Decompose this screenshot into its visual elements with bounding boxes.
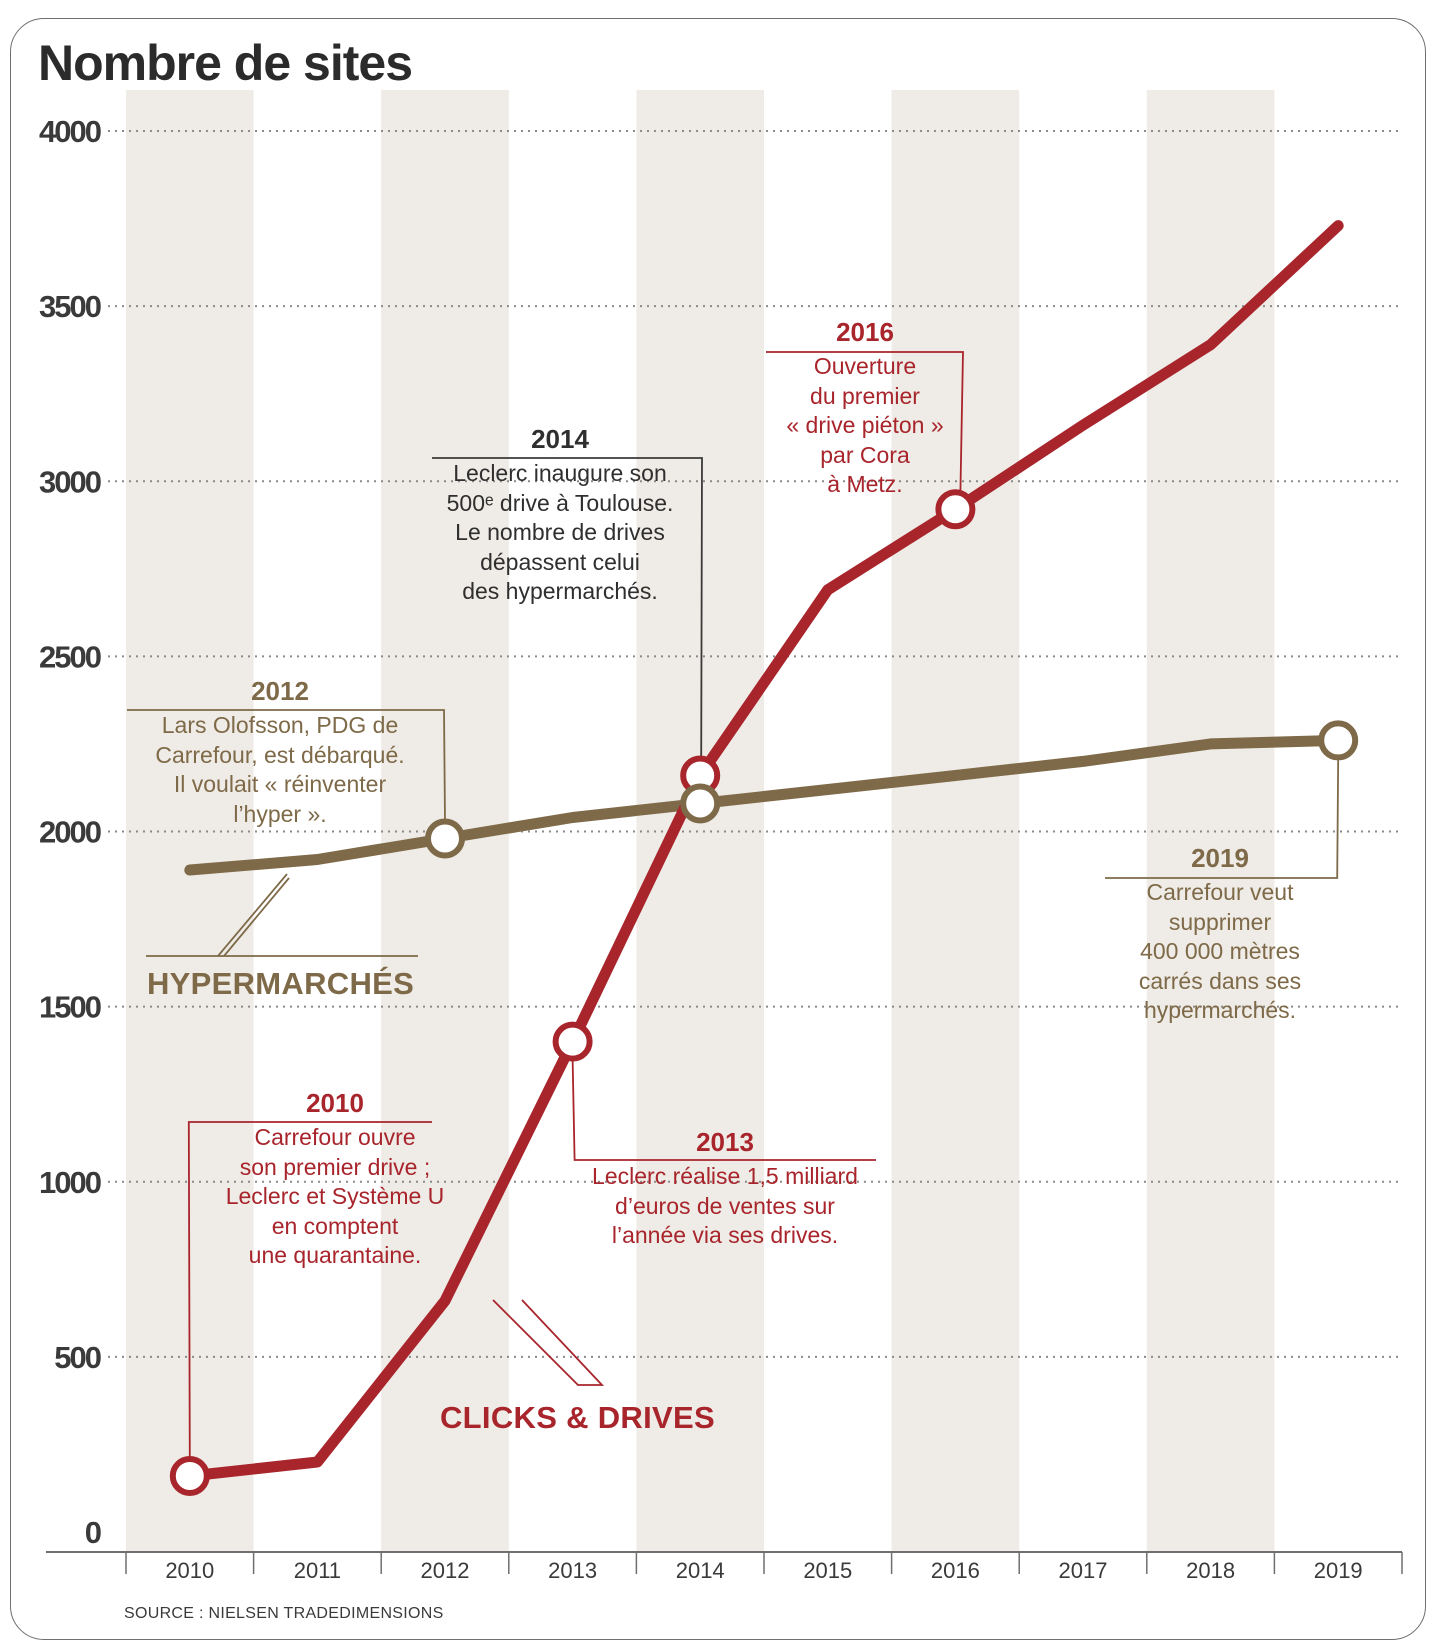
annotation-line: « drive piéton »: [786, 412, 944, 438]
y-tick-label: 4000: [39, 114, 101, 149]
annotation-line: en comptent: [271, 1212, 399, 1239]
annotation-line: Ouverture: [813, 353, 917, 379]
leader-2012: [127, 709, 446, 822]
annotation-line: Leclerc et Système U: [225, 1183, 445, 1209]
annotation-line: Lars Olofsson, PDG de: [161, 712, 399, 738]
annotation-year: 2014: [531, 424, 589, 454]
x-tick-label: 2017: [1059, 1558, 1108, 1583]
x-tick-label: 2016: [931, 1558, 980, 1583]
leader-2014: [432, 457, 703, 759]
x-axis: 2010 2011 2012 2013 2014 2015 2016 2017 2018 2019: [46, 1551, 1403, 1583]
annotation-2014: 2014 Leclerc inaugure son 500ᵉ drive à T…: [420, 419, 700, 607]
marker-1-2013: [552, 1021, 593, 1062]
leader-2019: [1105, 757, 1340, 879]
annotation-line: d’euros de ventes sur: [615, 1192, 835, 1219]
annotation-line: Il voulait « réinventer: [173, 771, 387, 797]
x-tick-label: 2018: [1186, 1558, 1235, 1583]
marker-0-2012: [425, 818, 465, 859]
y-tick-label: 2500: [39, 639, 101, 674]
x-tick-label: 2014: [676, 1558, 725, 1583]
marker-0-2019: [1318, 720, 1359, 761]
annotation-line: supprimer: [1168, 908, 1272, 935]
marker-1-2010: [169, 1455, 210, 1496]
chart-title: Nombre de sites: [38, 35, 413, 91]
annotation-line: 500ᵉ drive à Toulouse.: [446, 489, 674, 516]
annotation-year: 2019: [1191, 843, 1249, 873]
gridlines: [108, 130, 1402, 1358]
annotation-line: dépassent celui: [480, 548, 640, 575]
annotation-year: 2016: [836, 317, 894, 347]
x-tick-label: 2010: [165, 1558, 214, 1583]
y-tick-label: 1000: [39, 1165, 101, 1200]
annotation-line: des hypermarchés.: [462, 578, 658, 604]
annotation-line: Carrefour, est débarqué.: [155, 741, 405, 768]
annotation-line: 400 000 mètres: [1140, 938, 1300, 964]
annotation-line: l’année via ses drives.: [611, 1222, 839, 1248]
annotation-2010: 2010 Carrefour ouvre son premier drive ;…: [180, 1083, 490, 1271]
annotation-line: à Metz.: [827, 471, 903, 497]
y-tick-label: 0: [85, 1515, 101, 1550]
annotation-line: une quarantaine.: [248, 1242, 422, 1268]
series-line-1: [184, 220, 1344, 1482]
annotation-year: 2010: [306, 1088, 364, 1118]
y-tick-label: 1500: [39, 990, 101, 1025]
annotation-line: par Cora: [820, 441, 910, 468]
year-stripe-2016: [891, 90, 1020, 1552]
source-note: SOURCE : NIELSEN TRADEDIMENSIONS: [124, 1605, 444, 1622]
annotation-2012: 2012 Lars Olofsson, PDG de Carrefour, es…: [130, 671, 430, 829]
x-tick-label: 2011: [294, 1558, 341, 1583]
x-tick-label: 2013: [548, 1558, 597, 1583]
annotation-line: du premier: [810, 382, 920, 409]
pointer-hypermarches: [146, 873, 418, 957]
y-tick-label: 3000: [39, 464, 101, 499]
y-axis: 0 500 1000 1500 2000 2500 3000 3500 4000: [39, 114, 103, 1550]
annotation-2013: 2013 Leclerc réalise 1,5 milliard d’euro…: [570, 1122, 880, 1251]
annotation-2016: 2016 Ouverture du premier « drive piéton…: [755, 312, 975, 500]
series-label-clicks-drives: CLICKS & DRIVES: [440, 1400, 715, 1435]
year-stripe-2018: [1146, 90, 1275, 1552]
x-tick-label: 2012: [421, 1558, 470, 1583]
year-stripes: [126, 90, 1275, 1552]
annotation-line: l’hyper ».: [233, 800, 327, 827]
annotation-line: Leclerc réalise 1,5 milliard: [592, 1163, 858, 1189]
series-line-0: [184, 734, 1344, 876]
annotation-2019: 2019 Carrefour veut supprimer 400 000 mè…: [1100, 838, 1340, 1026]
y-tick-label: 500: [54, 1340, 100, 1375]
marker-0-2014: [680, 783, 721, 824]
annotation-line: Carrefour ouvre: [254, 1124, 416, 1150]
annotation-line: hypermarchés.: [1143, 997, 1297, 1023]
marker-1-2016: [935, 489, 976, 530]
leader-2010: [187, 1121, 432, 1459]
y-tick-label: 2000: [39, 815, 101, 850]
annotation-line: Le nombre de drives: [455, 519, 665, 545]
x-tick-label: 2019: [1314, 1558, 1363, 1583]
annotation-year: 2012: [251, 676, 309, 706]
y-tick-label: 3500: [39, 289, 101, 324]
pointer-clicks-drives: [492, 1299, 605, 1386]
x-tick-label: 2015: [803, 1558, 852, 1583]
leader-2013: [571, 1058, 876, 1161]
annotation-line: son premier drive ;: [239, 1153, 431, 1180]
leader-2016: [766, 351, 964, 493]
annotation-line: Carrefour veut: [1146, 879, 1294, 905]
annotation-line: carrés dans ses: [1138, 967, 1302, 994]
annotation-leaders: [127, 351, 1340, 1459]
series-label-hypermarches: HYPERMARCHÉS: [147, 966, 415, 1001]
series-markers: [169, 489, 1359, 1496]
annotation-year: 2013: [696, 1127, 754, 1157]
series-lines: [184, 220, 1344, 1482]
annotation-line: Leclerc inaugure son: [453, 460, 667, 486]
